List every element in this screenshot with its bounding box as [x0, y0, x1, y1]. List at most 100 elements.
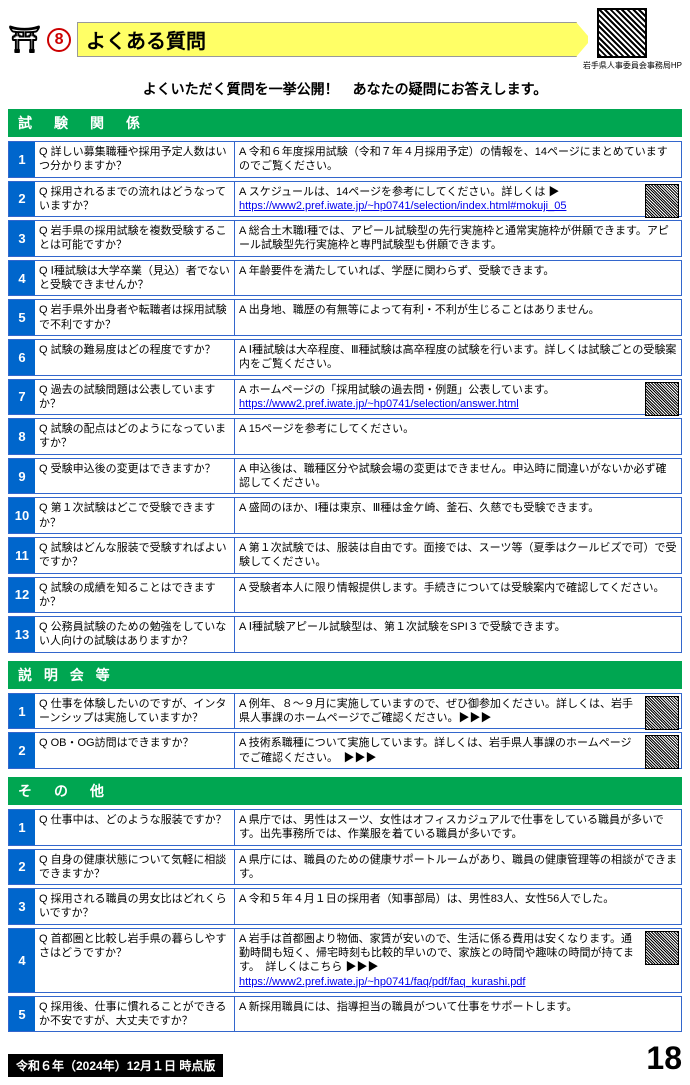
qa-answer-text: A 総合土木職Ⅰ種では、アピール試験型の先行実施枠と通常実施枠が併願できます。ア… [239, 225, 669, 251]
qa-question: Q OB・OG訪問はできますか？ [35, 733, 235, 768]
qa-number: 2 [9, 850, 35, 885]
qr-code-icon [645, 735, 679, 769]
qa-answer-text: A 県庁には、職員のための健康サポートルームがあり、職員の健康管理等の相談ができ… [239, 854, 677, 880]
qa-answer: A 総合土木職Ⅰ種では、アピール試験型の先行実施枠と通常実施枠が併願できます。ア… [235, 221, 681, 256]
page-title: よくある質問 [86, 25, 206, 54]
qa-row: 10Q 第１次試験はどこで受験できますか？A 盛岡のほか、Ⅰ種は東京、Ⅲ種は金ケ… [8, 497, 682, 534]
page: ⛩ 8 よくある質問 岩手県人事委員会事務局HP よくいただく質問を一挙公開！ … [0, 0, 690, 1085]
qa-row: 9Q 受験申込後の変更はできますか？A 申込後は、職種区分や試験会場の変更はでき… [8, 458, 682, 495]
qa-answer: A 第１次試験では、服装は自由です。面接では、スーツ等（夏季はクールビズで可）で… [235, 538, 681, 573]
qr-caption: 岩手県人事委員会事務局HP [583, 60, 682, 71]
qa-row: 2Q 採用されるまでの流れはどうなっていますか？A スケジュールは、14ページを… [8, 181, 682, 218]
qa-answer: A 県庁では、男性はスーツ、女性はオフィスカジュアルで仕事をしている職員が多いで… [235, 810, 681, 845]
qa-question: Q 自身の健康状態について気軽に相談できますか？ [35, 850, 235, 885]
qa-link[interactable]: https://www2.pref.iwate.jp/~hp0741/faq/p… [239, 976, 525, 988]
qa-answer: A 県庁には、職員のための健康サポートルームがあり、職員の健康管理等の相談ができ… [235, 850, 681, 885]
qa-row: 2Q 自身の健康状態について気軽に相談できますか？A 県庁には、職員のための健康… [8, 849, 682, 886]
qa-answer-text: A 令和６年度採用試験（令和７年４月採用予定）の情報を、14ページにまとめていま… [239, 146, 668, 172]
qa-number: 8 [9, 419, 35, 454]
qa-row: 11Q 試験はどんな服装で受験すればよいですか？A 第１次試験では、服装は自由で… [8, 537, 682, 574]
qa-number: 9 [9, 459, 35, 494]
qa-number: 5 [9, 997, 35, 1032]
qa-question: Q 採用される職員の男女比はどれくらいですか？ [35, 889, 235, 924]
sections-container: 試 験 関 係1Q 詳しい募集職種や採用予定人数はいつ分かりますか？A 令和６年… [8, 109, 682, 1032]
qa-answer-text: A 申込後は、職種区分や試験会場の変更はできません。申込時に間違いがないか必ず確… [239, 463, 666, 489]
qa-row: 13Q 公務員試験のための勉強をしていない人向けの試験はありますか？ A Ⅰ種試験… [8, 616, 682, 653]
qa-answer: A 盛岡のほか、Ⅰ種は東京、Ⅲ種は金ケ崎、釜石、久慈でも受験できます。 [235, 498, 681, 533]
section-number: 8 [47, 28, 71, 52]
section-heading: そ の 他 [8, 777, 682, 805]
qa-row: 5Q 岩手県外出身者や転職者は採用試験で不利ですか？A 出身地、職歴の有無等によ… [8, 299, 682, 336]
qa-answer: A ホームページの「採用試験の過去問・例題」公表しています。 https://ww… [235, 380, 681, 415]
qa-answer: A Ⅰ種試験アピール試験型は、第１次試験をSPI３で受験できます。 [235, 617, 681, 652]
qa-number: 6 [9, 340, 35, 375]
qa-question: Q 岩手県外出身者や転職者は採用試験で不利ですか？ [35, 300, 235, 335]
header-qr-wrap: 岩手県人事委員会事務局HP [583, 8, 682, 71]
qa-answer: A 受験者本人に限り情報提供します。手続きについては受験案内で確認してください。 [235, 578, 681, 613]
section-heading: 説 明 会 等 [8, 661, 682, 689]
logo-icon: ⛩ [8, 24, 41, 55]
qa-row: 12Q 試験の成績を知ることはできますか？A 受験者本人に限り情報提供します。手… [8, 577, 682, 614]
qa-answer: A 岩手は首都圏より物価、家賃が安いので、生活に係る費用は安くなります。通勤時間… [235, 929, 681, 992]
section-heading: 試 験 関 係 [8, 109, 682, 137]
qa-question: Q Ⅰ種試験は大学卒業（見込）者でないと受験できませんか？ [35, 261, 235, 296]
qa-number: 1 [9, 810, 35, 845]
qa-number: 7 [9, 380, 35, 415]
page-title-bar: よくある質問 [77, 22, 577, 57]
header: ⛩ 8 よくある質問 岩手県人事委員会事務局HP [8, 8, 682, 71]
qr-code-icon [645, 382, 679, 416]
qa-number: 11 [9, 538, 35, 573]
qa-number: 4 [9, 261, 35, 296]
qa-answer-text: A 年齢要件を満たしていれば、学歴に関わらず、受験できます。 [239, 265, 554, 277]
qa-answer: A 令和６年度採用試験（令和７年４月採用予定）の情報を、14ページにまとめていま… [235, 142, 681, 177]
qa-link[interactable]: https://www2.pref.iwate.jp/~hp0741/selec… [239, 398, 519, 410]
qa-number: 13 [9, 617, 35, 652]
qa-row: 6Q 試験の難易度はどの程度ですか？A Ⅰ種試験は大卒程度、Ⅲ種試験は高卒程度の… [8, 339, 682, 376]
qr-code-icon [645, 931, 679, 965]
qa-number: 3 [9, 221, 35, 256]
qa-question: Q 公務員試験のための勉強をしていない人向けの試験はありますか？ [35, 617, 235, 652]
qa-row: 4Q 首都圏と比較し岩手県の暮らしやすさはどうですか？A 岩手は首都圏より物価、… [8, 928, 682, 993]
qa-number: 10 [9, 498, 35, 533]
qa-answer: A 15ページを参考にしてください。 [235, 419, 681, 454]
qa-answer-text: A ホームページの「採用試験の過去問・例題」公表しています。 [239, 384, 555, 396]
qa-number: 12 [9, 578, 35, 613]
qa-number: 2 [9, 182, 35, 217]
qa-question: Q 試験の難易度はどの程度ですか？ [35, 340, 235, 375]
qa-answer-text: A 県庁では、男性はスーツ、女性はオフィスカジュアルで仕事をしている職員が多いで… [239, 814, 664, 840]
footer-date: 令和６年（2024年）12月１日 時点版 [8, 1054, 223, 1077]
qa-answer: A 年齢要件を満たしていれば、学歴に関わらず、受験できます。 [235, 261, 681, 296]
qa-question: Q 詳しい募集職種や採用予定人数はいつ分かりますか？ [35, 142, 235, 177]
qa-row: 3Q 採用される職員の男女比はどれくらいですか？A 令和５年４月１日の採用者（知… [8, 888, 682, 925]
qa-row: 7Q 過去の試験問題は公表していますか？A ホームページの「採用試験の過去問・例… [8, 379, 682, 416]
qa-answer-text: A Ⅰ種試験は大卒程度、Ⅲ種試験は高卒程度の試験を行います。詳しくは試験ごとの受… [239, 344, 676, 370]
qa-question: Q 試験はどんな服装で受験すればよいですか？ [35, 538, 235, 573]
qa-question: Q 岩手県の採用試験を複数受験することは可能ですか？ [35, 221, 235, 256]
qa-row: 3Q 岩手県の採用試験を複数受験することは可能ですか？A 総合土木職Ⅰ種では、ア… [8, 220, 682, 257]
qr-code-icon [597, 8, 647, 58]
qa-answer-text: A 例年、８～９月に実施していますので、ぜひ御参加ください。詳しくは、岩手県人事… [239, 698, 633, 724]
qa-answer-text: A 盛岡のほか、Ⅰ種は東京、Ⅲ種は金ケ崎、釜石、久慈でも受験できます。 [239, 502, 599, 514]
qa-number: 4 [9, 929, 35, 992]
qa-number: 5 [9, 300, 35, 335]
qa-question: Q 試験の成績を知ることはできますか？ [35, 578, 235, 613]
qa-row: 1Q 詳しい募集職種や採用予定人数はいつ分かりますか？A 令和６年度採用試験（令… [8, 141, 682, 178]
qa-question: Q 首都圏と比較し岩手県の暮らしやすさはどうですか？ [35, 929, 235, 992]
qa-number: 1 [9, 142, 35, 177]
subtitle: よくいただく質問を一挙公開！ あなたの疑問にお答えします。 [8, 79, 682, 99]
qa-number: 2 [9, 733, 35, 768]
qa-question: Q 採用されるまでの流れはどうなっていますか？ [35, 182, 235, 217]
qa-answer-text: A 令和５年４月１日の採用者（知事部局）は、男性83人、女性56人でした。 [239, 893, 614, 905]
qa-answer: A 令和５年４月１日の採用者（知事部局）は、男性83人、女性56人でした。 [235, 889, 681, 924]
qr-code-icon [645, 696, 679, 730]
qa-answer: A スケジュールは、14ページを参考にしてください。詳しくは ▶https://… [235, 182, 681, 217]
qa-answer-text: A 第１次試験では、服装は自由です。面接では、スーツ等（夏季はクールビズで可）で… [239, 542, 676, 568]
qa-row: 1Q 仕事を体験したいのですが、インターンシップは実施していますか？A 例年、８… [8, 693, 682, 730]
footer: 令和６年（2024年）12月１日 時点版 18 [8, 1040, 682, 1077]
qa-answer-text: A Ⅰ種試験アピール試験型は、第１次試験をSPI３で受験できます。 [239, 621, 566, 633]
qa-answer-text: A 技術系職種について実施しています。詳しくは、岩手県人事課のホームページでご確… [239, 737, 631, 763]
section: 説 明 会 等 1Q 仕事を体験したいのですが、インターンシップは実施していますか… [8, 661, 682, 769]
qa-link[interactable]: https://www2.pref.iwate.jp/~hp0741/selec… [239, 200, 566, 212]
qa-question: Q 受験申込後の変更はできますか？ [35, 459, 235, 494]
section: そ の 他1Q 仕事中は、どのような服装ですか？A 県庁では、男性はスーツ、女性… [8, 777, 682, 1033]
